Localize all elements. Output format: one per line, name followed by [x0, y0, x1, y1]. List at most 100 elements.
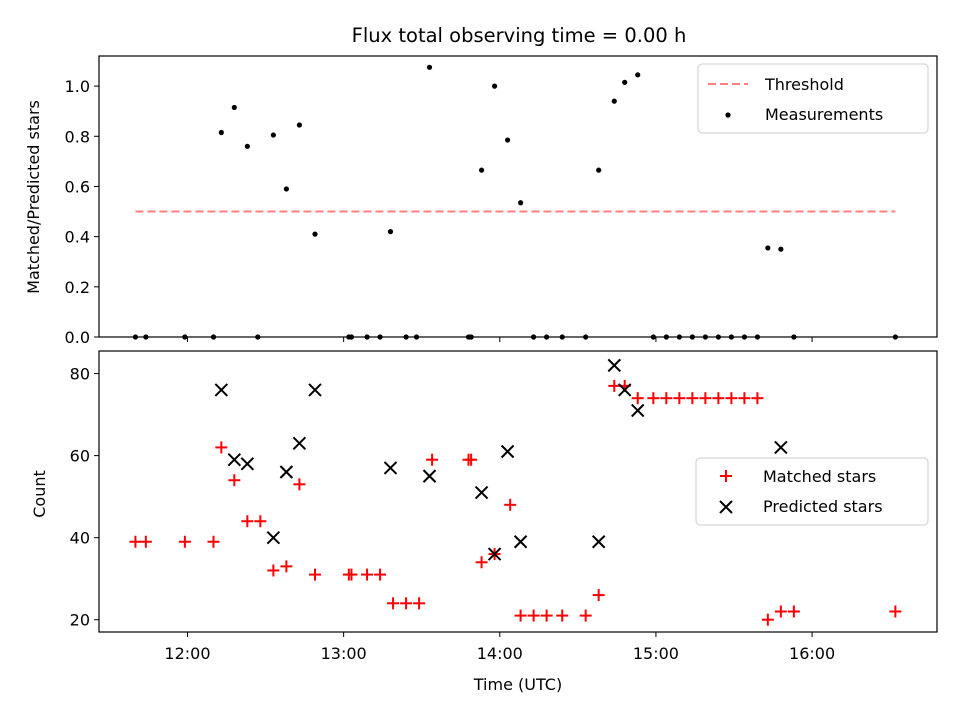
- measurement-point: [689, 334, 695, 340]
- legend-predicted-swatch: [719, 500, 733, 514]
- matched-star-point: [787, 605, 800, 618]
- legend-measurements-label: Measurements: [765, 105, 883, 124]
- matched-star-point: [712, 392, 725, 405]
- predicted-star-point: [591, 535, 606, 549]
- matched-star-point: [361, 568, 374, 581]
- matched-star-point: [293, 478, 306, 491]
- measurement-point: [728, 334, 735, 340]
- bottom-xtick-label: 15:00: [633, 644, 679, 663]
- matched-star-point: [280, 560, 293, 573]
- matched-star-point: [761, 613, 774, 626]
- measurement-point: [892, 334, 898, 340]
- matched-star-point: [129, 535, 142, 548]
- measurement-point: [210, 334, 217, 340]
- measurement-point: [244, 143, 250, 149]
- measurement-point: [702, 334, 708, 340]
- predicted-star-point: [774, 440, 788, 455]
- predicted-star-point: [474, 485, 489, 500]
- matched-star-point: [139, 535, 152, 548]
- bottom-ytick-label: 40: [70, 529, 90, 548]
- matched-star-point: [579, 609, 592, 622]
- matched-star-point: [254, 515, 267, 528]
- measurement-point: [491, 83, 498, 89]
- predicted-star-point: [487, 547, 502, 561]
- measurement-point: [255, 334, 261, 340]
- measurement-point: [715, 334, 721, 340]
- matched-star-point: [774, 605, 787, 618]
- matched-star-point: [556, 609, 569, 622]
- measurement-point: [663, 334, 669, 340]
- bottom-xtick-label: 16:00: [789, 644, 835, 663]
- measurement-point: [611, 98, 617, 104]
- bottom-ylabel: Count: [30, 470, 49, 518]
- matched-star-point: [345, 568, 358, 581]
- measurement-point: [231, 104, 237, 111]
- predicted-star-point: [500, 444, 515, 459]
- measurement-point: [596, 167, 602, 173]
- top-ytick-label: 1.0: [65, 77, 90, 96]
- measurement-point: [531, 334, 537, 340]
- top-ytick-label: 0.2: [65, 278, 90, 297]
- top-ytick-label: 0.6: [65, 177, 90, 196]
- top-ytick-label: 0.0: [65, 328, 90, 347]
- matched-star-point: [608, 379, 621, 392]
- legend-threshold-label: Threshold: [764, 75, 844, 94]
- matched-star-point: [631, 392, 644, 405]
- measurement-point: [296, 122, 302, 128]
- predicted-star-point: [383, 461, 398, 475]
- measurement-point: [377, 334, 383, 340]
- predicted-star-point: [422, 469, 437, 483]
- matched-star-point: [374, 568, 387, 581]
- measurement-point: [468, 334, 474, 340]
- measurement-point: [132, 334, 139, 340]
- matched-star-point: [673, 392, 686, 405]
- matched-star-point: [514, 609, 527, 622]
- matched-star-point: [207, 535, 220, 548]
- matched-star-point: [592, 589, 605, 602]
- measurement-point: [426, 64, 433, 70]
- measurement-point: [270, 132, 276, 138]
- bottom-xtick-label: 12:00: [164, 644, 210, 663]
- bottom-ytick-label: 80: [70, 365, 90, 384]
- measurement-point: [635, 72, 641, 78]
- measurement-point: [544, 334, 550, 340]
- matched-star-point: [751, 392, 764, 405]
- legend-matched-swatch: [720, 470, 732, 482]
- matched-star-point: [267, 564, 280, 577]
- legend-predicted-label: Predicted stars: [763, 497, 883, 516]
- measurement-point: [182, 334, 188, 340]
- bottom-panel: 20 40 60 80 12:00 13:00 14:00 15:00 16:00 Count…: [30, 350, 938, 694]
- measurement-point: [622, 79, 628, 85]
- matched-star-point: [228, 474, 241, 487]
- measurement-point: [765, 245, 771, 251]
- measurement-point: [143, 334, 149, 340]
- measurement-point: [754, 334, 761, 340]
- matched-star-point: [889, 605, 902, 618]
- matched-star-point: [540, 609, 553, 622]
- matched-star-point: [660, 392, 673, 405]
- matched-star-point: [475, 556, 488, 569]
- bottom-legend: Matched stars Predicted stars: [695, 457, 929, 526]
- bottom-plot-frame: [98, 350, 938, 633]
- legend-matched-label: Matched stars: [763, 467, 876, 486]
- matched-star-point: [725, 392, 738, 405]
- predicted-star-point: [617, 383, 632, 397]
- matched-star-point: [241, 515, 254, 528]
- measurement-point: [413, 334, 420, 340]
- matched-star-point: [647, 392, 660, 405]
- measurement-point: [518, 200, 524, 206]
- measurement-point: [741, 334, 748, 340]
- predicted-star-point: [631, 403, 645, 418]
- predicted-star-point: [240, 457, 255, 471]
- matched-star-point: [504, 498, 517, 511]
- bottom-ytick-label: 20: [70, 611, 90, 630]
- matched-star-point: [738, 392, 751, 405]
- predicted-star-point: [227, 453, 242, 467]
- top-ytick-label: 0.8: [65, 127, 90, 146]
- measurement-point: [364, 334, 370, 340]
- matched-star-point: [699, 392, 712, 405]
- matched-star-point: [527, 609, 540, 622]
- matched-star-point: [426, 453, 439, 466]
- measurement-point: [583, 334, 589, 340]
